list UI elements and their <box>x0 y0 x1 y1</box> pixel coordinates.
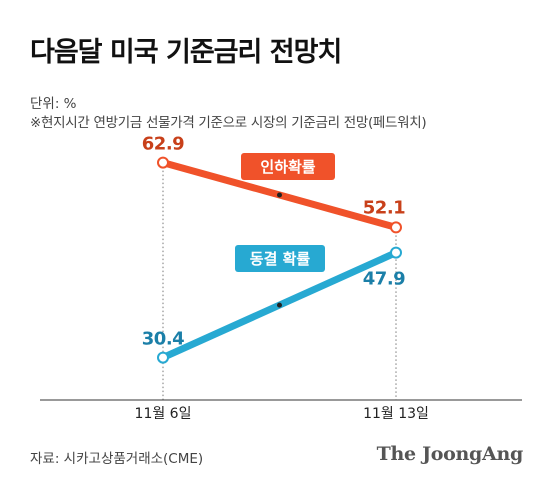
data-point-2-2 <box>390 246 402 259</box>
data-point-2-1 <box>157 351 169 364</box>
series-midpoint-2 <box>277 302 282 308</box>
unit-label: 단위: % <box>30 96 77 112</box>
series-tag-box-2 <box>235 245 325 272</box>
x-tick-label-1: 11월 6일 <box>135 406 192 422</box>
source-label: 자료: 시카고상품거래소(CME) <box>30 451 204 467</box>
series-tag-label-2: 동결 확률 <box>250 250 311 268</box>
x-tick-label-2: 11월 13일 <box>363 406 429 422</box>
publisher-logo: The JoongAng <box>376 443 524 465</box>
series-tag-box-1 <box>241 153 335 180</box>
chart-title: 다음달 미국 기준금리 전망치 <box>30 37 342 68</box>
value-label-2-2: 47.9 <box>363 269 405 290</box>
series-tag-label-1: 인하확률 <box>260 158 315 176</box>
value-label-1-1: 62.9 <box>142 134 184 155</box>
series-midpoint-1 <box>277 192 282 198</box>
value-label-2-1: 30.4 <box>142 329 184 350</box>
value-label-1-2: 52.1 <box>363 197 405 218</box>
data-point-1-1 <box>157 156 169 169</box>
data-point-1-2 <box>390 221 402 234</box>
chart-note: ※현지시간 연방기금 선물가격 기준으로 시장의 기준금리 전망(페드워치) <box>30 115 427 131</box>
